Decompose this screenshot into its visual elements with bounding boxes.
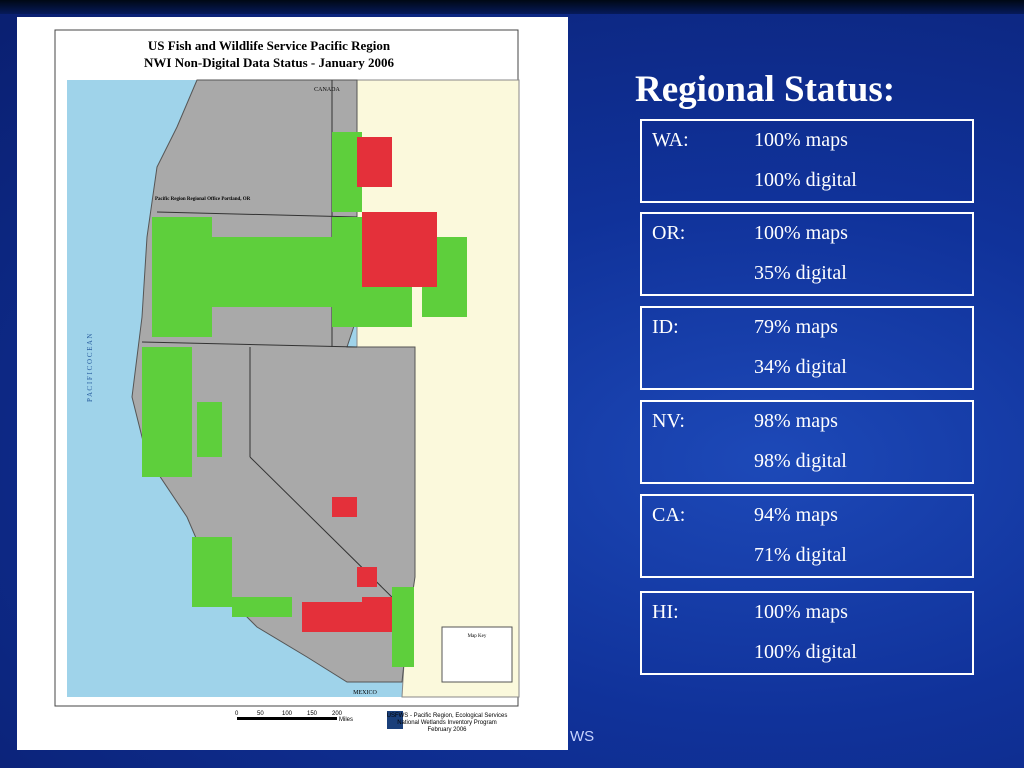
top-band	[0, 0, 1024, 14]
status-state: HI:	[652, 601, 679, 623]
scale-label: 100	[282, 711, 293, 717]
map-label: CANADA	[314, 87, 340, 93]
map-panel: US Fish and Wildlife Service Pacific Reg…	[17, 17, 568, 750]
map-title: NWI Non-Digital Data Status - January 20…	[144, 55, 394, 70]
scale-label: 200	[332, 711, 343, 717]
credit: National Wetlands Inventory Program	[397, 720, 497, 726]
status-box: ID: 79% maps 34% digital	[640, 306, 974, 390]
status-digital: 100% digital	[754, 169, 857, 191]
status-box: OR: 100% maps 35% digital	[640, 212, 974, 296]
status-digital: 98% digital	[754, 450, 847, 472]
status-maps: 98% maps	[754, 410, 838, 432]
map-label: Pacific Region Regional Office Portland,…	[155, 197, 251, 202]
map-title: US Fish and Wildlife Service Pacific Reg…	[148, 38, 391, 53]
map-label: P A C I F I C O C E A N	[86, 334, 94, 402]
status-maps: 79% maps	[754, 316, 838, 338]
credit: February 2006	[427, 727, 467, 733]
status-state: WA:	[652, 129, 689, 151]
status-state: ID:	[652, 316, 679, 338]
status-maps: 100% maps	[754, 222, 848, 244]
scale-label: 150	[307, 711, 318, 717]
status-state: NV:	[652, 410, 685, 432]
status-digital: 35% digital	[754, 262, 847, 284]
credit: USFWS - Pacific Region, Ecological Servi…	[387, 713, 508, 719]
status-digital: 100% digital	[754, 641, 857, 663]
status-digital: 34% digital	[754, 356, 847, 378]
footer: WS	[570, 728, 595, 745]
scale-label: 50	[257, 711, 264, 717]
status-state: CA:	[652, 504, 686, 526]
status-box: CA: 94% maps 71% digital	[640, 494, 974, 578]
scale-label: 0	[235, 711, 239, 717]
status-maps: 100% maps	[754, 129, 848, 151]
status-digital: 71% digital	[754, 544, 847, 566]
status-state: OR:	[652, 222, 686, 244]
status-box: HI: 100% maps 100% digital	[640, 591, 974, 675]
status-box: NV: 98% maps 98% digital	[640, 400, 974, 484]
map-label: MEXICO	[353, 690, 377, 696]
status-box: WA: 100% maps 100% digital	[640, 119, 974, 203]
status-maps: 100% maps	[754, 601, 848, 623]
status-maps: 94% maps	[754, 504, 838, 526]
legend-title: Map Key	[468, 634, 487, 639]
map-body: Map Key	[67, 79, 520, 698]
scale-label: Miles	[339, 717, 353, 723]
heading: Regional Status:	[635, 69, 896, 110]
